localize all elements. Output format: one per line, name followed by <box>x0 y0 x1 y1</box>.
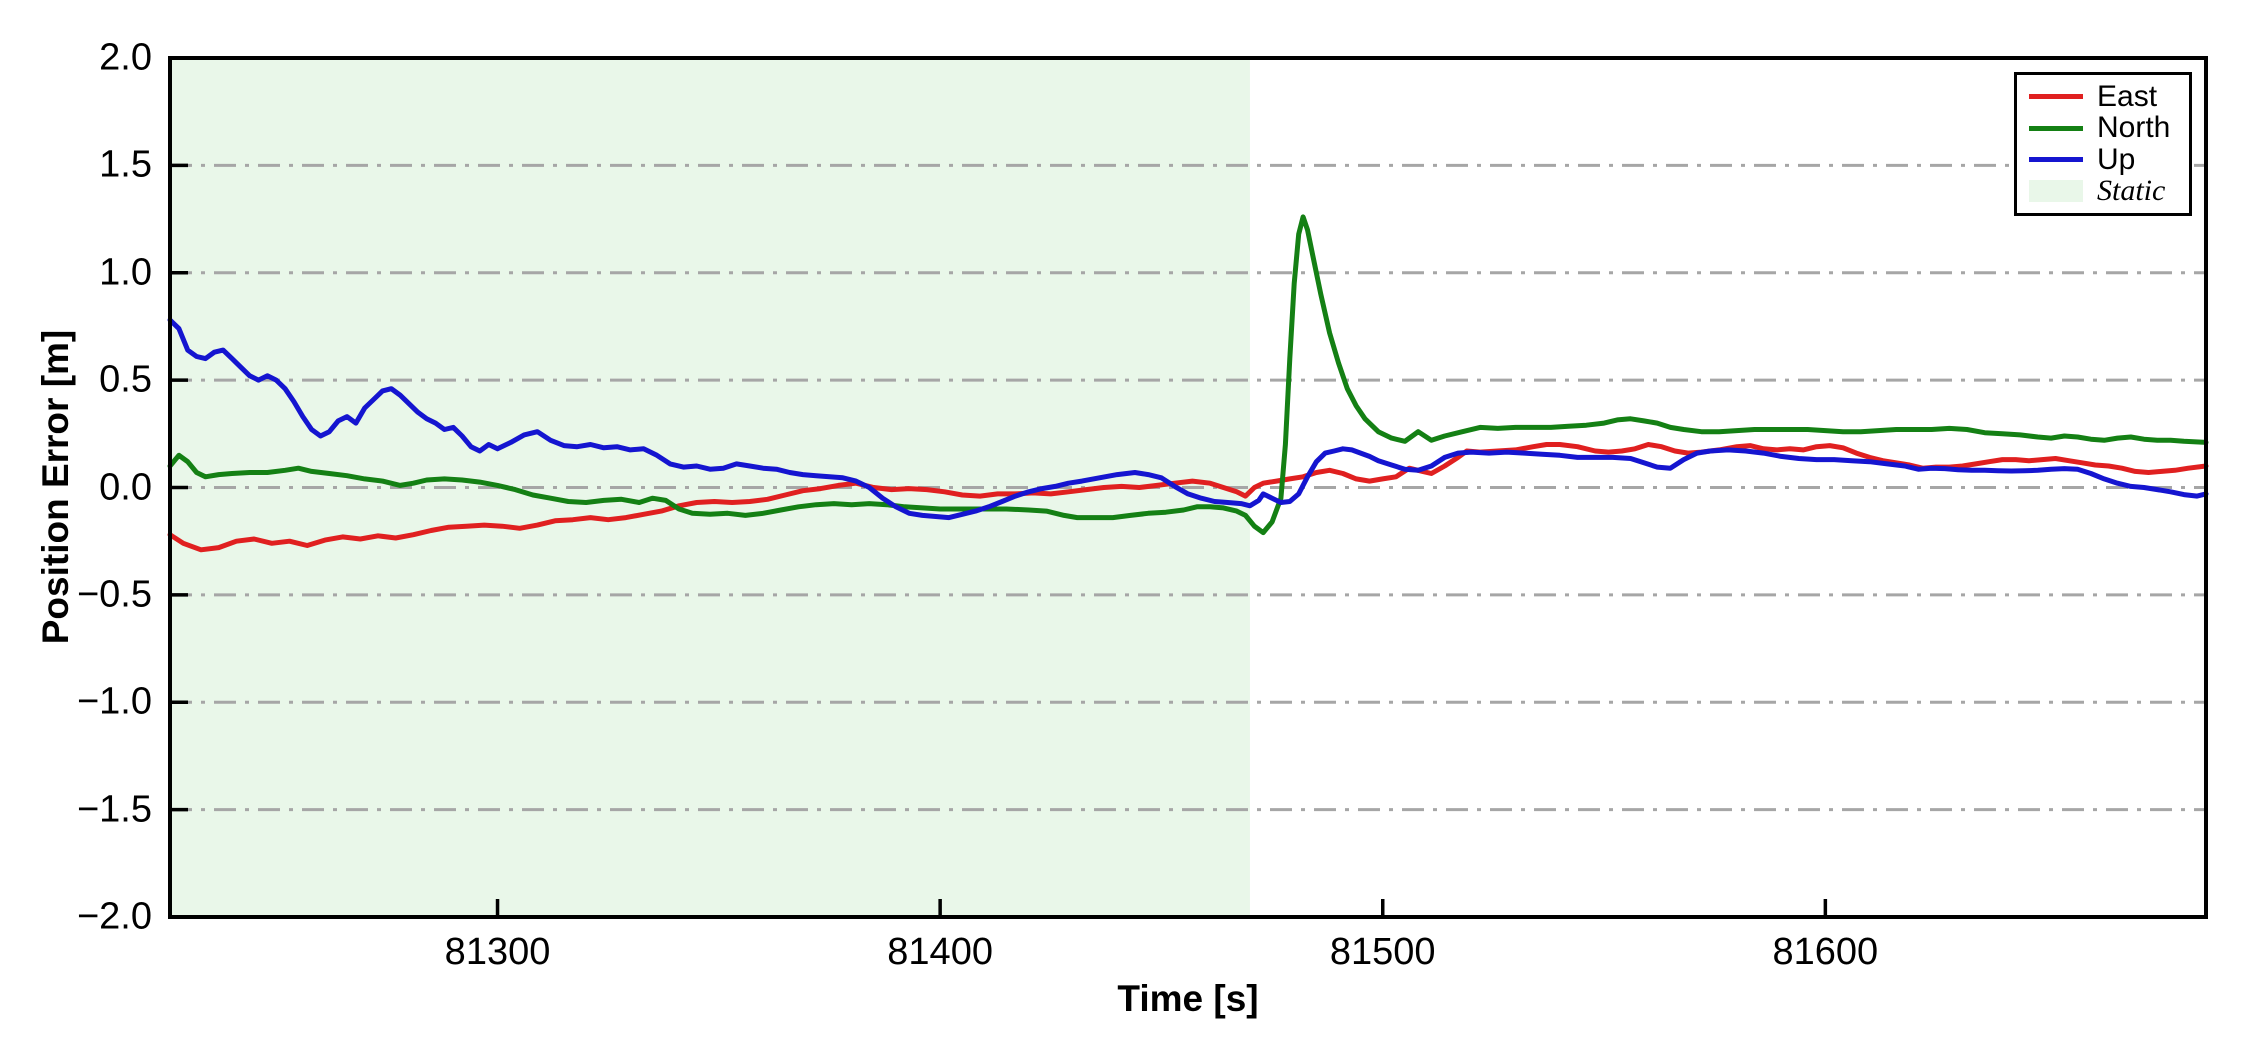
y-tick-label: −0.5 <box>76 573 152 616</box>
legend-label-static: Static <box>2097 174 2166 208</box>
x-tick-label: 81600 <box>1772 931 1879 973</box>
up-line-swatch <box>2029 157 2083 163</box>
legend-entry-north: North <box>2029 113 2179 143</box>
y-tick-label: −1.5 <box>76 788 152 831</box>
x-tick-label: 81500 <box>1329 931 1436 973</box>
legend-entry-up: Up <box>2029 142 2179 176</box>
north-line-swatch <box>2029 125 2083 131</box>
legend-entry-static: Static <box>2029 176 2179 206</box>
legend-label-east: East <box>2097 79 2158 113</box>
plot-border <box>168 56 2208 919</box>
legend: East North Up Static <box>2014 72 2192 216</box>
series-up-line <box>167 317 2209 521</box>
y-tick-label: −1.0 <box>76 680 152 723</box>
y-tick-label: 1.0 <box>99 251 152 294</box>
legend-entry-east: East <box>2029 79 2179 113</box>
legend-label-up: Up <box>2097 142 2136 176</box>
static-region-swatch <box>2029 180 2083 203</box>
x-tick-label: 81300 <box>444 931 551 973</box>
y-tick-label: 0.5 <box>99 358 152 401</box>
x-axis-title: Time [s] <box>1117 978 1259 1019</box>
y-axis-title: Position Error [m] <box>35 329 76 645</box>
y-axis-tick-labels: 2.0 1.5 1.0 0.5 0.0 −0.5 −1.0 −1.5 −2.0 <box>0 0 152 1050</box>
east-line-swatch <box>2029 94 2083 100</box>
legend-label-north: North <box>2097 111 2171 145</box>
y-tick-label: −2.0 <box>76 895 152 938</box>
x-tick-label: 81400 <box>887 931 993 973</box>
y-tick-label: 0.0 <box>99 466 152 508</box>
y-tick-label: 1.5 <box>99 143 152 186</box>
y-tick-label: 2.0 <box>99 36 152 79</box>
series-north-line <box>167 214 2209 536</box>
